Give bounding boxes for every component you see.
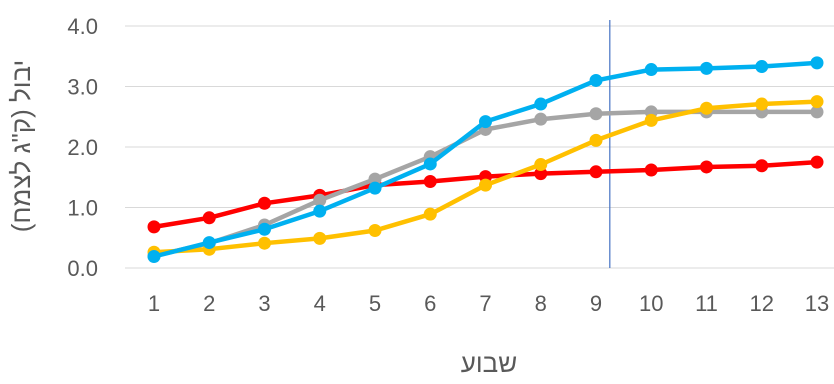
x-tick-labels: 1 2 3 4 5 6 7 8 9 10 11 12 13 — [148, 291, 829, 316]
data-point — [755, 60, 769, 74]
data-point — [479, 115, 492, 129]
series-group — [147, 56, 824, 264]
x-tick-label: 5 — [369, 291, 381, 316]
data-point — [258, 222, 271, 236]
data-point — [589, 165, 603, 179]
data-point — [534, 158, 548, 172]
x-tick-label: 8 — [535, 291, 547, 316]
series-1 — [147, 155, 824, 234]
y-tick-label: 3.0 — [67, 75, 98, 100]
data-point — [313, 204, 327, 218]
data-point — [755, 159, 769, 173]
data-point — [423, 157, 437, 171]
data-point — [313, 231, 327, 245]
x-tick-label: 3 — [258, 291, 270, 316]
data-point — [258, 196, 271, 210]
x-tick-label: 7 — [479, 291, 491, 316]
data-point — [368, 172, 382, 186]
data-point — [202, 211, 216, 225]
data-point — [589, 73, 603, 87]
x-tick-label: 2 — [203, 291, 215, 316]
x-tick-label: 4 — [314, 291, 326, 316]
data-point — [700, 160, 713, 174]
data-point — [810, 155, 824, 169]
x-axis-title: שבוע — [461, 348, 517, 378]
data-point — [810, 56, 824, 70]
x-tick-label: 13 — [805, 291, 829, 316]
data-point — [258, 236, 271, 250]
y-tick-label: 1.0 — [67, 196, 98, 221]
data-point — [368, 223, 382, 237]
x-tick-label: 1 — [148, 291, 160, 316]
data-point — [700, 61, 713, 75]
y-tick-label: 2.0 — [67, 135, 98, 160]
data-point — [589, 107, 603, 121]
x-tick-label: 12 — [750, 291, 774, 316]
data-point — [810, 105, 824, 119]
y-tick-label: 0.0 — [67, 256, 98, 281]
series-4 — [147, 56, 824, 264]
grid-lines — [125, 25, 834, 269]
data-point — [644, 163, 658, 177]
data-point — [534, 97, 548, 111]
y-axis-title: יבול (ק"ג לצמח) — [6, 60, 36, 233]
data-point — [479, 178, 492, 192]
y-tick-labels: 0.0 1.0 2.0 3.0 4.0 — [67, 14, 98, 281]
data-point — [644, 113, 658, 127]
x-tick-label: 6 — [424, 291, 436, 316]
data-point — [147, 250, 161, 264]
data-point — [423, 174, 437, 188]
data-point — [313, 193, 327, 207]
data-point — [147, 220, 161, 234]
data-point — [810, 95, 824, 109]
data-point — [368, 181, 382, 195]
data-point — [534, 167, 548, 181]
data-point — [202, 236, 216, 250]
y-tick-label: 4.0 — [67, 14, 98, 39]
x-tick-label: 9 — [590, 291, 602, 316]
data-point — [589, 133, 603, 147]
x-tick-label: 10 — [639, 291, 663, 316]
data-point — [644, 63, 658, 77]
data-point — [534, 112, 548, 126]
data-point — [755, 97, 769, 111]
x-tick-label: 11 — [695, 291, 718, 316]
data-point — [423, 207, 437, 221]
data-point — [700, 101, 713, 115]
